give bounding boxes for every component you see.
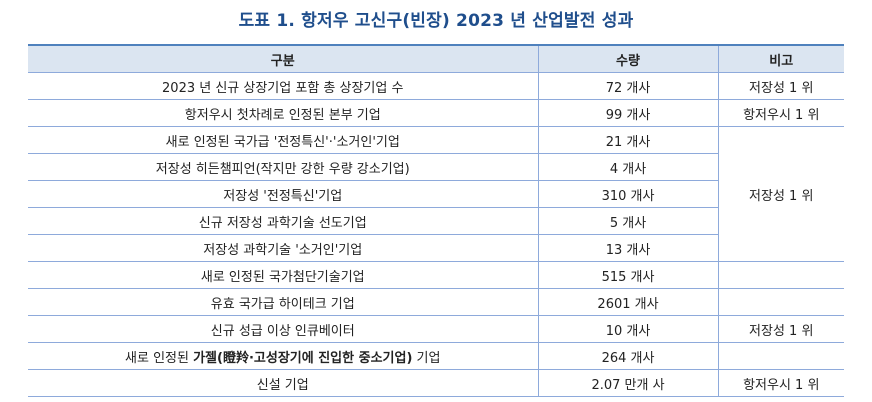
table-row: 항저우시 첫차례로 인정된 본부 기업 99 개사 항저우시 1 위 xyxy=(28,99,844,127)
header-count: 수량 xyxy=(537,44,719,73)
row-note: 항저우시 1 위 xyxy=(717,99,844,127)
table-row: 신규 저장성 과학기술 선도기업 5 개사 xyxy=(28,207,844,235)
row-note xyxy=(717,288,844,316)
row-count: 10 개사 xyxy=(537,315,719,343)
table-row: 저장성 '전정특신'기업 310 개사 xyxy=(28,180,844,208)
table-row: 저장성 과학기술 '소거인'기업 13 개사 xyxy=(28,234,844,262)
row-item: 저장성 '전정특신'기업 xyxy=(28,180,539,208)
table-row: 신규 성급 이상 인큐베이터 10 개사 저장성 1 위 xyxy=(28,315,844,343)
row-item-prefix: 새로 인정된 xyxy=(125,350,194,366)
row-item: 새로 인정된 국가급 '전정특신'·'소거인'기업 xyxy=(28,126,539,154)
row-item: 신설 기업 xyxy=(28,369,539,397)
row-count: 310 개사 xyxy=(537,180,718,208)
row-item: 신규 저장성 과학기술 선도기업 xyxy=(28,207,539,235)
header-category: 구분 xyxy=(28,44,539,73)
row-count: 5 개사 xyxy=(537,207,718,235)
row-note xyxy=(717,261,844,289)
row-count: 4 개사 xyxy=(537,153,718,181)
row-count: 2601 개사 xyxy=(537,288,719,316)
row-note: 저장성 1 위 xyxy=(717,315,844,343)
row-count: 13 개사 xyxy=(537,234,718,262)
row-count: 2.07 만개 사 xyxy=(537,369,719,397)
row-note-merged: 저장성 1 위 xyxy=(717,126,844,262)
row-item: 저장성 히든챔피언(작지만 강한 우량 강소기업) xyxy=(28,153,539,181)
table-row: 2023 년 신규 상장기업 포함 총 상장기업 수 72 개사 저장성 1 위 xyxy=(28,72,844,100)
row-count: 99 개사 xyxy=(537,99,719,127)
row-count: 264 개사 xyxy=(537,342,719,370)
table-row: 새로 인정된 가젤(瞪羚·고성장기에 진입한 중소기업) 기업 264 개사 xyxy=(28,342,844,370)
table-row: 저장성 히든챔피언(작지만 강한 우량 강소기업) 4 개사 xyxy=(28,153,844,181)
results-table: 구분 수량 비고 2023 년 신규 상장기업 포함 총 상장기업 수 72 개… xyxy=(28,44,844,397)
row-count: 515 개사 xyxy=(537,261,719,289)
row-item: 저장성 과학기술 '소거인'기업 xyxy=(28,234,539,262)
row-note: 항저우시 1 위 xyxy=(717,369,844,397)
header-note: 비고 xyxy=(717,44,844,73)
row-item: 유효 국가급 하이테크 기업 xyxy=(28,288,539,316)
row-item-bold: 가젤(瞪羚·고성장기에 진입한 중소기업) xyxy=(193,350,413,366)
row-count: 21 개사 xyxy=(537,126,719,154)
table-row: 유효 국가급 하이테크 기업 2601 개사 xyxy=(28,288,844,316)
row-item: 항저우시 첫차례로 인정된 본부 기업 xyxy=(28,99,539,127)
row-note xyxy=(717,342,844,370)
table-row: 새로 인정된 국가첨단기술기업 515 개사 xyxy=(28,261,844,289)
row-item: 새로 인정된 가젤(瞪羚·고성장기에 진입한 중소기업) 기업 xyxy=(28,342,539,370)
row-item: 새로 인정된 국가첨단기술기업 xyxy=(28,261,539,289)
table-row: 신설 기업 2.07 만개 사 항저우시 1 위 xyxy=(28,369,844,397)
row-item: 2023 년 신규 상장기업 포함 총 상장기업 수 xyxy=(28,72,539,100)
row-item-suffix: 기업 xyxy=(412,350,441,366)
page-title: 도표 1. 항저우 고신구(빈장) 2023 년 산업발전 성과 xyxy=(238,11,634,31)
row-item: 신규 성급 이상 인큐베이터 xyxy=(28,315,539,343)
row-count: 72 개사 xyxy=(537,72,719,100)
row-note: 저장성 1 위 xyxy=(717,72,844,100)
table-header-row: 구분 수량 비고 xyxy=(28,44,844,73)
table-row: 새로 인정된 국가급 '전정특신'·'소거인'기업 21 개사 저장성 1 위 xyxy=(28,126,844,262)
